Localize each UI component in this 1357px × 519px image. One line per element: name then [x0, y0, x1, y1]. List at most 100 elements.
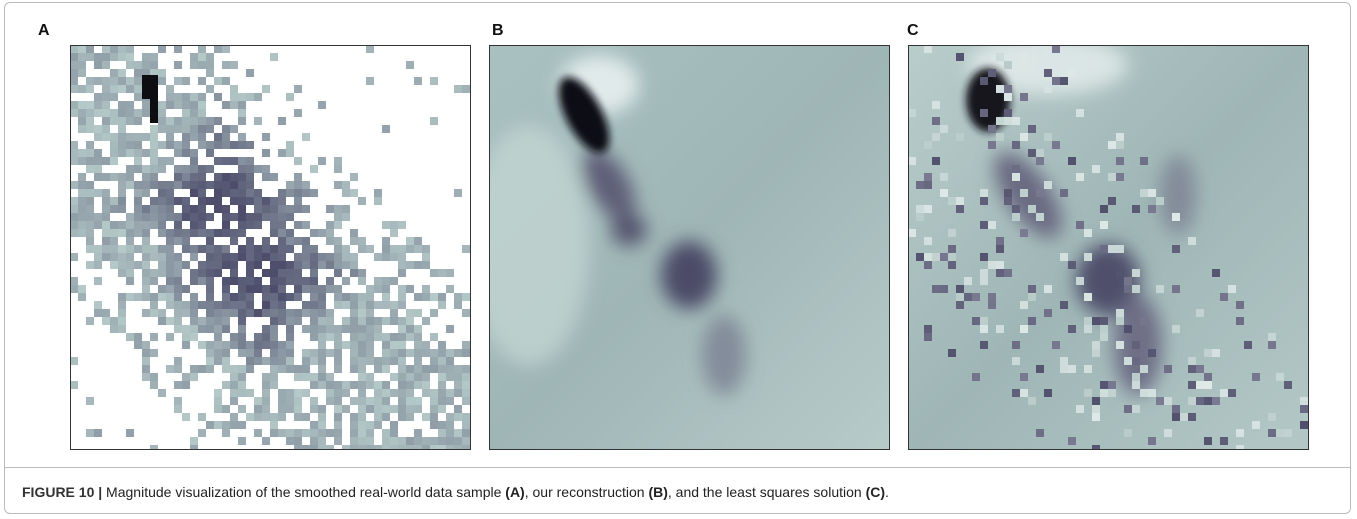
speckle-pixel [1124, 429, 1132, 437]
speckle-pixel [1124, 285, 1132, 293]
speckle-pixel [1060, 357, 1068, 365]
sample-pixel [182, 309, 190, 317]
sample-pixel [126, 61, 134, 69]
speckle-pixel [1188, 365, 1196, 373]
sample-pixel [302, 205, 310, 213]
caption-segment: (A) [505, 484, 525, 500]
sample-pixel [286, 269, 294, 277]
speckle-pixel [1092, 405, 1100, 413]
sample-pixel [86, 429, 94, 437]
sample-pixel [206, 341, 214, 349]
sample-pixel [310, 445, 318, 450]
sample-pixel [374, 365, 382, 373]
sample-pixel [238, 157, 246, 165]
sample-pixel [414, 77, 422, 85]
speckle-pixel [1180, 413, 1188, 421]
sample-pixel [174, 253, 182, 261]
sample-pixel [238, 349, 246, 357]
sample-pixel [142, 181, 150, 189]
sample-pixel [462, 437, 470, 445]
speckle-pixel [948, 261, 956, 269]
speckle-pixel [980, 269, 988, 277]
sample-pixel [142, 373, 150, 381]
sample-pixel [230, 397, 238, 405]
sample-pixel [134, 165, 142, 173]
speckle-pixel [1268, 429, 1276, 437]
sample-pixel [406, 349, 414, 357]
sample-pixel [118, 101, 126, 109]
sample-pixel [334, 437, 342, 445]
sample-pixel [366, 437, 374, 445]
sample-pixel [310, 245, 318, 253]
sample-pixel [302, 253, 310, 261]
sample-pixel [134, 245, 142, 253]
speckle-pixel [1252, 373, 1260, 381]
sample-pixel [158, 45, 166, 53]
sample-pixel [342, 293, 350, 301]
sample-pixel [278, 365, 286, 373]
sample-pixel [150, 157, 158, 165]
speckle-pixel [932, 285, 940, 293]
sample-pixel [246, 301, 254, 309]
sample-pixel [246, 69, 254, 77]
sample-pixel [310, 277, 318, 285]
sample-pixel [94, 125, 102, 133]
sample-pixel [182, 133, 190, 141]
speckle-pixel [1036, 213, 1044, 221]
speckle-pixel [1004, 85, 1012, 93]
sample-pixel [334, 213, 342, 221]
sample-pixel [366, 357, 374, 365]
sample-pixel [310, 437, 318, 445]
sample-pixel [150, 69, 158, 77]
sample-pixel [254, 349, 262, 357]
sample-pixel [182, 333, 190, 341]
sample-pixel [278, 237, 286, 245]
sample-pixel [278, 389, 286, 397]
sample-pixel [206, 293, 214, 301]
speckle-pixel [948, 253, 956, 261]
speckle-pixel [1148, 205, 1156, 213]
speckle-pixel [1116, 173, 1124, 181]
sample-pixel [118, 69, 126, 77]
sample-pixel [238, 277, 246, 285]
sample-pixel [70, 149, 78, 157]
sample-pixel [126, 77, 134, 85]
sample-pixel [126, 229, 134, 237]
sample-pixel [446, 437, 454, 445]
sample-pixel [406, 261, 414, 269]
sample-pixel [246, 261, 254, 269]
sample-pixel [262, 205, 270, 213]
sample-pixel [150, 99, 158, 107]
sample-pixel [110, 245, 118, 253]
sample-pixel [262, 237, 270, 245]
speckle-pixel [1028, 293, 1036, 301]
sample-pixel [278, 277, 286, 285]
sample-pixel [206, 53, 214, 61]
sample-pixel [406, 309, 414, 317]
speckle-pixel [1036, 53, 1044, 61]
sample-pixel [430, 445, 438, 450]
speckle-pixel [1172, 413, 1180, 421]
sample-pixel [374, 445, 382, 450]
sample-pixel [150, 269, 158, 277]
sample-pixel [390, 437, 398, 445]
sample-pixel [238, 325, 246, 333]
sample-pixel [142, 149, 150, 157]
sample-pixel [366, 285, 374, 293]
sample-pixel [206, 365, 214, 373]
sample-pixel [294, 189, 302, 197]
sample-pixel [382, 125, 390, 133]
sample-pixel [438, 373, 446, 381]
sample-pixel [94, 213, 102, 221]
sample-pixel [310, 189, 318, 197]
speckle-pixel [1100, 333, 1108, 341]
caption-segment: , and the least squares solution [667, 484, 866, 500]
sample-pixel [206, 245, 214, 253]
sample-pixel [182, 261, 190, 269]
sample-pixel [238, 229, 246, 237]
sample-pixel [302, 349, 310, 357]
sample-pixel [94, 53, 102, 61]
sample-pixel [374, 285, 382, 293]
speckle-pixel [1004, 109, 1012, 117]
sample-pixel [86, 261, 94, 269]
